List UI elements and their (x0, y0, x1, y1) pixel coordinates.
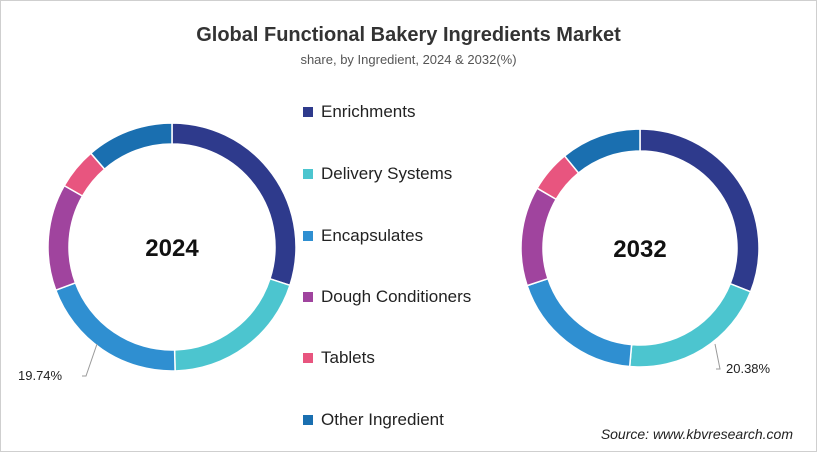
slice-delivery-systems (628, 282, 752, 368)
legend-label: Encapsulates (321, 226, 424, 245)
donut-center-label: 2024 (145, 235, 199, 262)
legend-item-other-ingredient: Other Ingredient (303, 409, 444, 431)
legend-swatch (303, 231, 313, 241)
chart-title: Global Functional Bakery Ingredients Mar… (196, 24, 621, 46)
callout-line (714, 343, 721, 370)
legend-label: Other Ingredient (321, 410, 444, 429)
callout-value-label: 19.74% (18, 368, 63, 383)
legend-swatch (303, 107, 313, 117)
slice-delivery-systems (173, 277, 291, 372)
legend-swatch (303, 292, 313, 302)
legend-swatch (303, 169, 313, 179)
callout-value-label: 20.38% (726, 361, 771, 376)
donut-2032: 2032 20.38% (520, 128, 771, 376)
source-credit: Source: www.kbvresearch.com (600, 426, 793, 442)
legend-item-encapsulates: Encapsulates (303, 225, 423, 247)
legend-label: Tablets (321, 348, 375, 367)
slice-enrichments (639, 128, 760, 293)
legend-item-tablets: Tablets (303, 347, 375, 369)
slice-other-ingredient (563, 128, 641, 175)
chart-subtitle: share, by Ingredient, 2024 & 2032(%) (300, 52, 517, 67)
legend-item-delivery-systems: Delivery Systems (303, 163, 452, 185)
legend-swatch (303, 353, 313, 363)
donut-2024: 2024 19.74% (18, 122, 297, 383)
slice-dough-conditioners (520, 187, 558, 287)
callout-line (82, 343, 98, 377)
slice-other-ingredient (89, 122, 173, 171)
legend-label: Delivery Systems (321, 164, 453, 183)
slice-dough-conditioners (47, 184, 84, 292)
donut-center-label: 2032 (613, 236, 666, 263)
legend-label: Enrichments (321, 102, 416, 121)
legend-swatch (303, 415, 313, 425)
legend-label: Dough Conditioners (321, 287, 472, 306)
slice-encapsulates (54, 281, 176, 372)
legend-item-dough-conditioners: Dough Conditioners (303, 286, 471, 308)
slice-encapsulates (526, 277, 633, 368)
legend-item-enrichments: Enrichments (303, 101, 415, 123)
